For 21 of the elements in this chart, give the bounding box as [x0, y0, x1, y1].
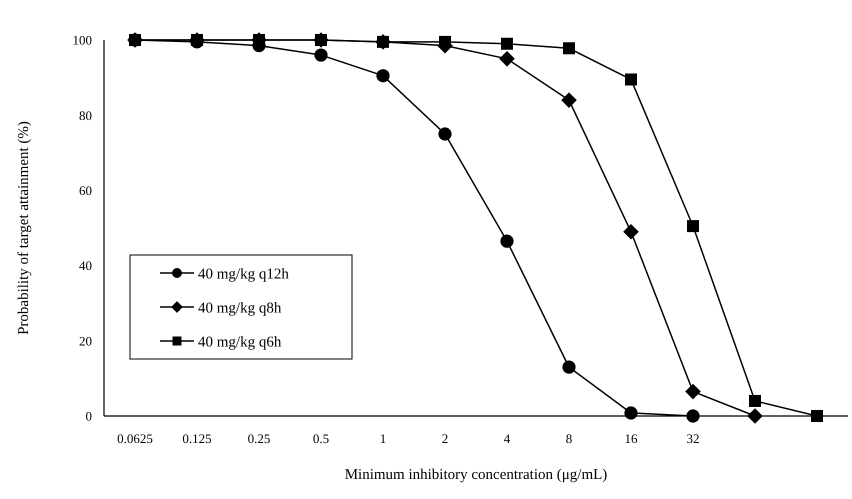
y-tick-label: 40 [79, 258, 92, 274]
x-tick-label: 0.125 [182, 431, 212, 446]
x-tick-label: 32 [686, 431, 700, 446]
y-tick-label: 100 [72, 32, 92, 48]
legend-label: 40 mg/kg q8h [198, 300, 282, 316]
y-tick-label: 60 [79, 182, 92, 198]
legend-label: 40 mg/kg q12h [198, 266, 290, 282]
x-tick-label: 8 [566, 431, 572, 446]
x-tick-label: 0.0625 [117, 431, 153, 446]
x-tick-label: 0.5 [312, 431, 330, 446]
y-tick-label: 20 [79, 333, 92, 348]
x-tick-label: 1 [380, 431, 386, 446]
y-tick-label: 80 [79, 108, 92, 123]
x-tick-label: 4 [504, 431, 511, 446]
x-tick-label: 0.25 [248, 431, 270, 446]
x-tick-label: 2 [442, 431, 448, 446]
x-tick-label: 16 [624, 431, 638, 446]
y-tick-label: 0 [86, 408, 92, 424]
legend-label: 40 mg/kg q6h [198, 334, 282, 350]
x-axis-title: Minimum inhibitory concentration (μg/mL) [344, 467, 608, 483]
y-axis-title: Probability of target attainment (%) [16, 121, 32, 335]
